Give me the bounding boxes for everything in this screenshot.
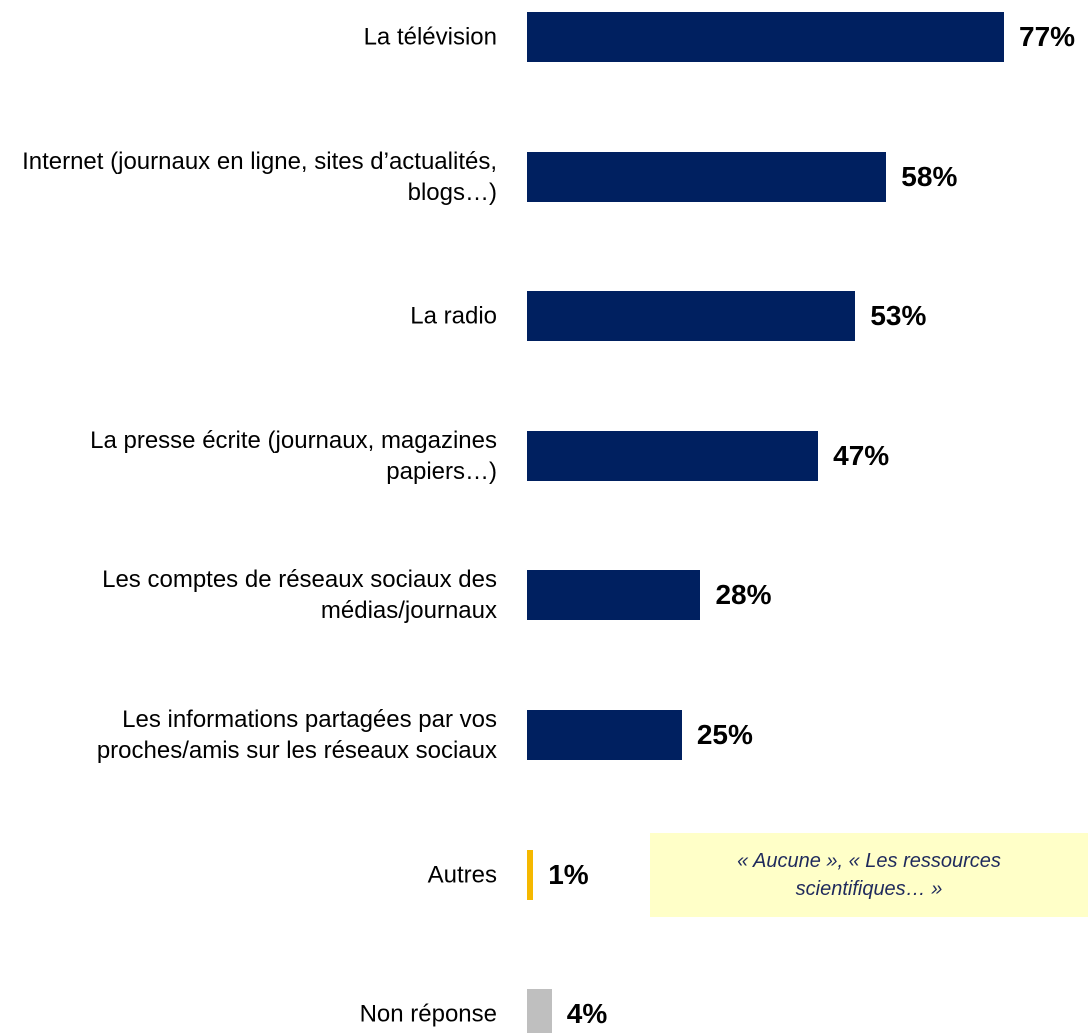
category-label: Internet (journaux en ligne, sites d’act…: [22, 147, 497, 206]
value-label: 25%: [696, 719, 753, 750]
bar: [527, 291, 856, 342]
bar: [527, 151, 887, 202]
value-label: 28%: [715, 579, 772, 611]
value-label: 53%: [870, 300, 927, 332]
category-label: Les informations partagées par vos proch…: [96, 706, 497, 764]
annotation-box: « Aucune », « Les ressources scientifiqu…: [650, 832, 1088, 917]
category-label: La télévision: [363, 23, 497, 51]
category-label: Autres: [427, 861, 497, 889]
annotation-text: « Aucune », « Les ressources scientifiqu…: [737, 849, 1001, 900]
category-label: Non réponse: [359, 1000, 497, 1028]
bar: [527, 12, 1004, 62]
bar: [527, 710, 682, 760]
value-label: 1%: [548, 858, 589, 890]
bar: [527, 430, 819, 481]
value-label: 77%: [1019, 21, 1076, 52]
bar: [527, 849, 534, 900]
bar: [527, 989, 552, 1033]
bar: [527, 570, 701, 621]
category-label: La presse écrite (journaux, magazines pa…: [90, 426, 497, 485]
value-label: 58%: [901, 160, 958, 192]
category-label: Les comptes de réseaux sociaux des média…: [102, 566, 497, 625]
category-label: La radio: [410, 302, 497, 330]
value-label: 47%: [833, 439, 890, 471]
value-label: 4%: [566, 998, 608, 1030]
